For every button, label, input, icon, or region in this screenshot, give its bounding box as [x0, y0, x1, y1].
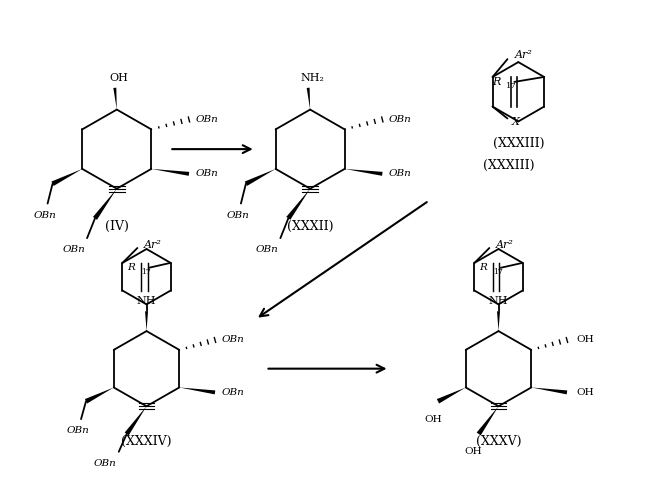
Text: OH: OH — [576, 388, 593, 397]
Polygon shape — [344, 169, 383, 176]
Polygon shape — [113, 88, 117, 110]
Polygon shape — [531, 388, 567, 394]
Text: Ar²: Ar² — [514, 50, 532, 60]
Polygon shape — [85, 388, 114, 404]
Polygon shape — [179, 388, 215, 394]
Text: (XXXV): (XXXV) — [476, 436, 521, 448]
Text: NH₂: NH₂ — [300, 73, 324, 83]
Text: (XXXIV): (XXXIV) — [122, 436, 172, 448]
Text: 17: 17 — [506, 82, 517, 90]
Polygon shape — [476, 406, 499, 436]
Text: OBn: OBn — [94, 459, 117, 468]
Text: OBn: OBn — [222, 388, 244, 397]
Text: 17: 17 — [141, 268, 151, 276]
Text: OBn: OBn — [255, 246, 278, 254]
Text: X: X — [512, 118, 519, 128]
Polygon shape — [125, 406, 146, 436]
Text: OH: OH — [576, 336, 593, 344]
Text: (IV): (IV) — [105, 220, 129, 233]
Polygon shape — [437, 388, 466, 404]
Text: R: R — [492, 77, 500, 87]
Text: OBn: OBn — [33, 211, 56, 220]
Text: OBn: OBn — [222, 336, 244, 344]
Text: Ar²: Ar² — [144, 240, 162, 250]
Polygon shape — [93, 188, 117, 220]
Text: OBn: OBn — [62, 246, 85, 254]
Polygon shape — [307, 88, 310, 110]
Polygon shape — [497, 312, 500, 331]
Text: R: R — [127, 264, 135, 272]
Text: OBn: OBn — [196, 115, 218, 124]
Text: (XXXIII): (XXXIII) — [493, 136, 544, 149]
Text: OBn: OBn — [389, 115, 411, 124]
Polygon shape — [151, 169, 189, 176]
Polygon shape — [286, 188, 310, 220]
Text: 17: 17 — [493, 268, 502, 276]
Text: OBn: OBn — [196, 170, 218, 178]
Text: OH: OH — [464, 447, 482, 456]
Text: OBn: OBn — [389, 170, 411, 178]
Text: (XXXII): (XXXII) — [287, 220, 333, 233]
Text: OH: OH — [109, 73, 128, 83]
Text: NH: NH — [136, 296, 156, 306]
Text: OBn: OBn — [227, 211, 250, 220]
Text: R: R — [479, 264, 487, 272]
Polygon shape — [145, 312, 148, 331]
Polygon shape — [51, 169, 83, 186]
Text: NH: NH — [489, 296, 508, 306]
Text: OH: OH — [424, 414, 442, 424]
Text: Ar²: Ar² — [496, 240, 514, 250]
Text: (XXXIII): (XXXIII) — [483, 160, 534, 172]
Polygon shape — [245, 169, 276, 186]
Text: OBn: OBn — [67, 426, 90, 436]
